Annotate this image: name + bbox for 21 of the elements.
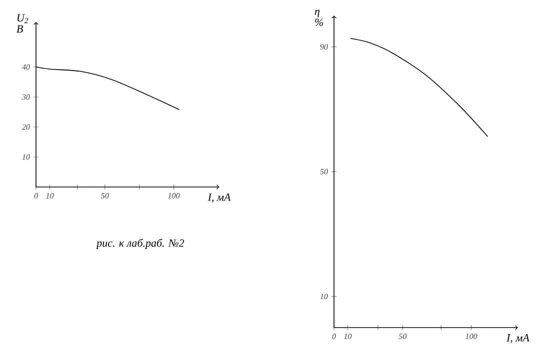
x-tick-label: 100 (466, 334, 478, 340)
y-axis-title: η % (314, 10, 323, 26)
y-tick-label: 40 (22, 64, 30, 70)
y-tick-label: 30 (22, 94, 30, 100)
x-axis-title: I, мА (506, 334, 530, 344)
text: рис. к лаб.раб. №2 (96, 238, 184, 250)
x-tick-label: 50 (101, 193, 109, 198)
y-tick-label: 10 (320, 294, 328, 300)
x-tick-label: 10 (344, 334, 352, 340)
x-tick-label: 10 (46, 193, 54, 198)
x-axis-title: I, мА (208, 194, 231, 202)
x-tick-label: 0 (34, 193, 38, 198)
y-axis-title: U$_{2}$ В (16, 14, 28, 32)
y-tick-label: 50 (320, 168, 328, 174)
x-tick-label: 0 (332, 334, 336, 340)
x-tick-label: 100 (168, 193, 180, 198)
y-tick-label: 20 (22, 124, 30, 130)
line-series (350, 38, 488, 138)
y-tick-label: 10 (22, 154, 30, 160)
x-tick-label: 50 (398, 334, 407, 340)
y-tick-label: 90 (320, 44, 328, 50)
